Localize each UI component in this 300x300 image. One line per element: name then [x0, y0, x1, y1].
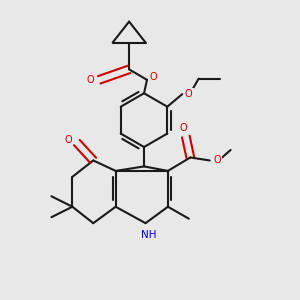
Text: O: O — [213, 155, 221, 166]
Text: O: O — [185, 89, 193, 99]
Text: NH: NH — [141, 230, 156, 239]
Text: O: O — [65, 134, 72, 145]
Text: O: O — [179, 123, 187, 133]
Text: O: O — [150, 72, 158, 82]
Text: O: O — [86, 75, 94, 85]
